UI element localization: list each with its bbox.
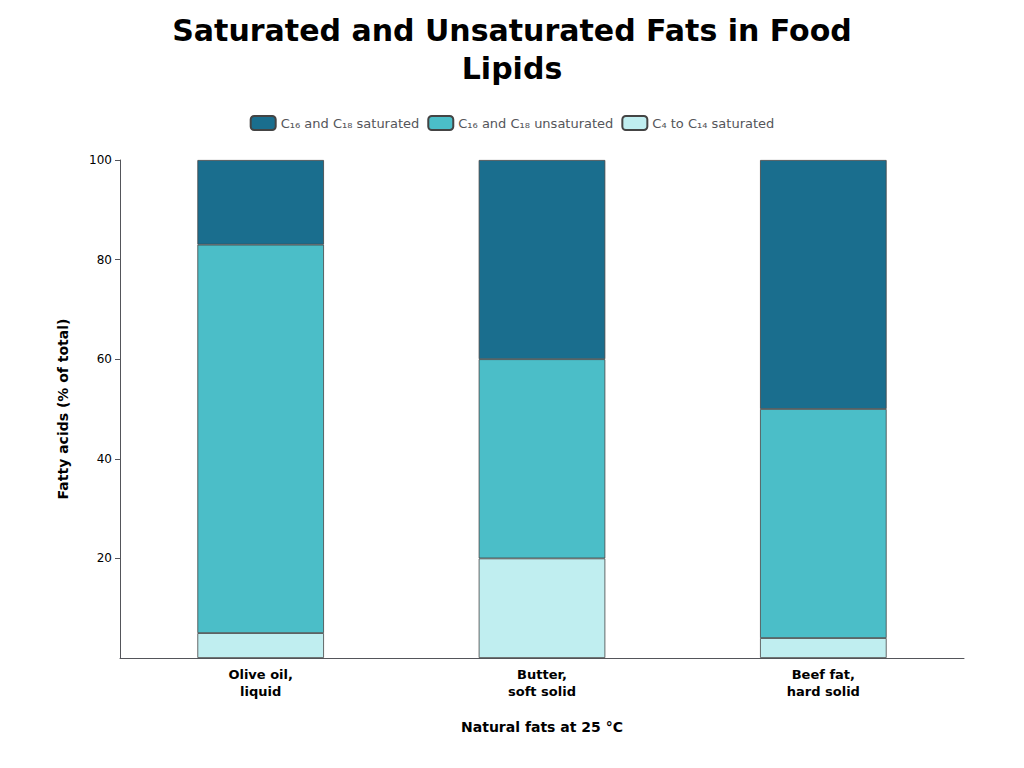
svg-text:Butter,: Butter, <box>517 667 567 682</box>
svg-text:Lipids: Lipids <box>462 51 563 86</box>
svg-text:20: 20 <box>97 551 112 565</box>
svg-text:80: 80 <box>97 253 112 267</box>
svg-text:60: 60 <box>97 352 112 366</box>
svg-text:100: 100 <box>89 153 112 167</box>
svg-text:40: 40 <box>97 452 112 466</box>
svg-text:hard solid: hard solid <box>787 684 860 699</box>
svg-text:Beef fat,: Beef fat, <box>792 667 855 682</box>
svg-text:Fatty acids (% of total): Fatty acids (% of total) <box>55 319 71 500</box>
svg-text:Saturated and Unsaturated Fats: Saturated and Unsaturated Fats in Food <box>172 13 852 48</box>
svg-text:liquid: liquid <box>240 684 281 699</box>
svg-text:Olive oil,: Olive oil, <box>228 667 293 682</box>
svg-text:C₁₆ and C₁₈ saturated: C₁₆ and C₁₈ saturated <box>281 116 420 131</box>
svg-text:C₁₆ and C₁₈ unsaturated: C₁₆ and C₁₈ unsaturated <box>458 116 613 131</box>
svg-text:C₄ to C₁₄ saturated: C₄ to C₁₄ saturated <box>652 116 774 131</box>
svg-text:soft solid: soft solid <box>508 684 576 699</box>
svg-text:Natural fats at 25 °C: Natural fats at 25 °C <box>461 719 623 735</box>
